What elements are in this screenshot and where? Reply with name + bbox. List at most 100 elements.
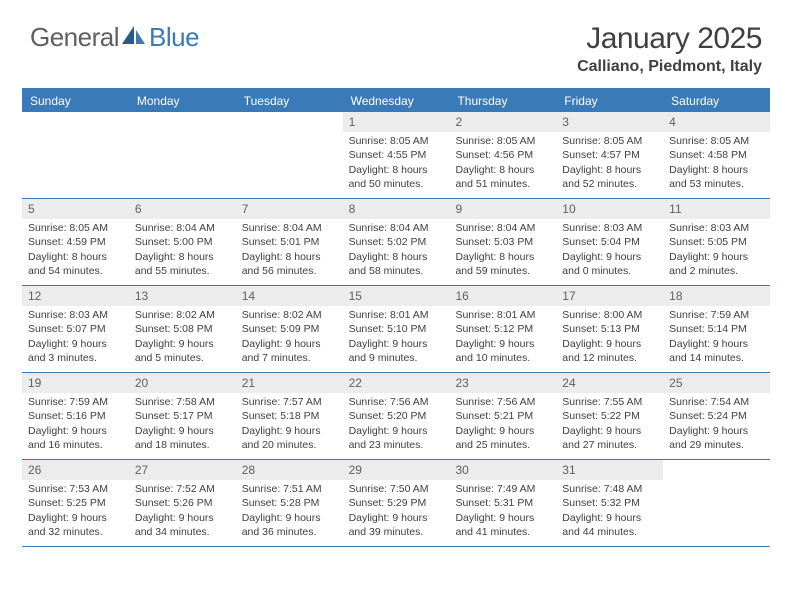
day-body: Sunrise: 7:57 AMSunset: 5:18 PMDaylight:… [236, 393, 343, 456]
sunrise-line: Sunrise: 7:54 AM [669, 395, 764, 409]
sunset-line: Sunset: 5:04 PM [562, 235, 657, 249]
week-row: 5Sunrise: 8:05 AMSunset: 4:59 PMDaylight… [22, 199, 770, 286]
daylight2-line: and 27 minutes. [562, 438, 657, 452]
sunrise-line: Sunrise: 7:57 AM [242, 395, 337, 409]
sunset-line: Sunset: 5:02 PM [349, 235, 444, 249]
day-cell: 4Sunrise: 8:05 AMSunset: 4:58 PMDaylight… [663, 112, 770, 198]
day-body: Sunrise: 7:48 AMSunset: 5:32 PMDaylight:… [556, 480, 663, 543]
day-body: Sunrise: 7:51 AMSunset: 5:28 PMDaylight:… [236, 480, 343, 543]
day-body: Sunrise: 8:00 AMSunset: 5:13 PMDaylight:… [556, 306, 663, 369]
sunset-line: Sunset: 5:18 PM [242, 409, 337, 423]
day-cell: 28Sunrise: 7:51 AMSunset: 5:28 PMDayligh… [236, 460, 343, 546]
day-header-monday: Monday [129, 90, 236, 112]
day-number: 22 [343, 373, 450, 393]
day-cell: 11Sunrise: 8:03 AMSunset: 5:05 PMDayligh… [663, 199, 770, 285]
day-body: Sunrise: 8:04 AMSunset: 5:00 PMDaylight:… [129, 219, 236, 282]
day-cell: 21Sunrise: 7:57 AMSunset: 5:18 PMDayligh… [236, 373, 343, 459]
sunset-line: Sunset: 5:24 PM [669, 409, 764, 423]
daylight1-line: Daylight: 9 hours [562, 337, 657, 351]
day-header-saturday: Saturday [663, 90, 770, 112]
daylight2-line: and 0 minutes. [562, 264, 657, 278]
sunset-line: Sunset: 5:16 PM [28, 409, 123, 423]
sunset-line: Sunset: 5:20 PM [349, 409, 444, 423]
day-body: Sunrise: 8:05 AMSunset: 4:57 PMDaylight:… [556, 132, 663, 195]
day-body: Sunrise: 7:56 AMSunset: 5:21 PMDaylight:… [449, 393, 556, 456]
day-number: 12 [22, 286, 129, 306]
daylight2-line: and 16 minutes. [28, 438, 123, 452]
daylight1-line: Daylight: 8 hours [455, 250, 550, 264]
daylight1-line: Daylight: 9 hours [135, 511, 230, 525]
sunrise-line: Sunrise: 8:05 AM [669, 134, 764, 148]
sunset-line: Sunset: 4:57 PM [562, 148, 657, 162]
sunrise-line: Sunrise: 7:58 AM [135, 395, 230, 409]
day-cell: 27Sunrise: 7:52 AMSunset: 5:26 PMDayligh… [129, 460, 236, 546]
daylight1-line: Daylight: 9 hours [135, 424, 230, 438]
sunrise-line: Sunrise: 8:04 AM [135, 221, 230, 235]
sunset-line: Sunset: 5:31 PM [455, 496, 550, 510]
daylight1-line: Daylight: 9 hours [349, 424, 444, 438]
sunrise-line: Sunrise: 8:01 AM [349, 308, 444, 322]
sunrise-line: Sunrise: 7:56 AM [455, 395, 550, 409]
daylight1-line: Daylight: 8 hours [669, 163, 764, 177]
day-number: 27 [129, 460, 236, 480]
day-number: 24 [556, 373, 663, 393]
daylight2-line: and 25 minutes. [455, 438, 550, 452]
week-row: 26Sunrise: 7:53 AMSunset: 5:25 PMDayligh… [22, 460, 770, 547]
day-body: Sunrise: 8:03 AMSunset: 5:07 PMDaylight:… [22, 306, 129, 369]
sunset-line: Sunset: 4:56 PM [455, 148, 550, 162]
day-cell: 7Sunrise: 8:04 AMSunset: 5:01 PMDaylight… [236, 199, 343, 285]
day-cell: 2Sunrise: 8:05 AMSunset: 4:56 PMDaylight… [449, 112, 556, 198]
daylight2-line: and 20 minutes. [242, 438, 337, 452]
sunset-line: Sunset: 4:59 PM [28, 235, 123, 249]
daylight1-line: Daylight: 9 hours [562, 511, 657, 525]
daylight2-line: and 59 minutes. [455, 264, 550, 278]
daylight2-line: and 14 minutes. [669, 351, 764, 365]
daylight1-line: Daylight: 8 hours [242, 250, 337, 264]
daylight1-line: Daylight: 9 hours [455, 511, 550, 525]
sunrise-line: Sunrise: 7:53 AM [28, 482, 123, 496]
day-number: 26 [22, 460, 129, 480]
week-row: 1Sunrise: 8:05 AMSunset: 4:55 PMDaylight… [22, 112, 770, 199]
day-cell: 14Sunrise: 8:02 AMSunset: 5:09 PMDayligh… [236, 286, 343, 372]
day-number: 14 [236, 286, 343, 306]
daylight1-line: Daylight: 9 hours [242, 337, 337, 351]
sunrise-line: Sunrise: 7:56 AM [349, 395, 444, 409]
day-cell: 6Sunrise: 8:04 AMSunset: 5:00 PMDaylight… [129, 199, 236, 285]
day-cell: 31Sunrise: 7:48 AMSunset: 5:32 PMDayligh… [556, 460, 663, 546]
day-cell: 18Sunrise: 7:59 AMSunset: 5:14 PMDayligh… [663, 286, 770, 372]
day-body: Sunrise: 8:05 AMSunset: 4:59 PMDaylight:… [22, 219, 129, 282]
day-body: Sunrise: 7:53 AMSunset: 5:25 PMDaylight:… [22, 480, 129, 543]
daylight1-line: Daylight: 8 hours [135, 250, 230, 264]
sunrise-line: Sunrise: 8:05 AM [28, 221, 123, 235]
day-number: 5 [22, 199, 129, 219]
daylight1-line: Daylight: 9 hours [669, 337, 764, 351]
sunrise-line: Sunrise: 8:04 AM [242, 221, 337, 235]
sunset-line: Sunset: 5:28 PM [242, 496, 337, 510]
sunrise-line: Sunrise: 8:02 AM [135, 308, 230, 322]
day-number: 23 [449, 373, 556, 393]
sunrise-line: Sunrise: 7:59 AM [669, 308, 764, 322]
day-number: 17 [556, 286, 663, 306]
day-number: 10 [556, 199, 663, 219]
sunset-line: Sunset: 5:13 PM [562, 322, 657, 336]
day-header-wednesday: Wednesday [343, 90, 450, 112]
day-header-sunday: Sunday [22, 90, 129, 112]
day-number: 6 [129, 199, 236, 219]
day-cell [663, 460, 770, 546]
sunrise-line: Sunrise: 8:01 AM [455, 308, 550, 322]
title-block: January 2025 Calliano, Piedmont, Italy [577, 22, 762, 76]
day-cell: 24Sunrise: 7:55 AMSunset: 5:22 PMDayligh… [556, 373, 663, 459]
day-number: 7 [236, 199, 343, 219]
daylight1-line: Daylight: 9 hours [135, 337, 230, 351]
day-cell [22, 112, 129, 198]
daylight2-line: and 54 minutes. [28, 264, 123, 278]
day-cell: 13Sunrise: 8:02 AMSunset: 5:08 PMDayligh… [129, 286, 236, 372]
daylight1-line: Daylight: 9 hours [455, 337, 550, 351]
day-body: Sunrise: 7:49 AMSunset: 5:31 PMDaylight:… [449, 480, 556, 543]
day-cell: 23Sunrise: 7:56 AMSunset: 5:21 PMDayligh… [449, 373, 556, 459]
sunrise-line: Sunrise: 7:48 AM [562, 482, 657, 496]
sunrise-line: Sunrise: 8:03 AM [562, 221, 657, 235]
daylight2-line: and 9 minutes. [349, 351, 444, 365]
daylight2-line: and 7 minutes. [242, 351, 337, 365]
daylight2-line: and 23 minutes. [349, 438, 444, 452]
